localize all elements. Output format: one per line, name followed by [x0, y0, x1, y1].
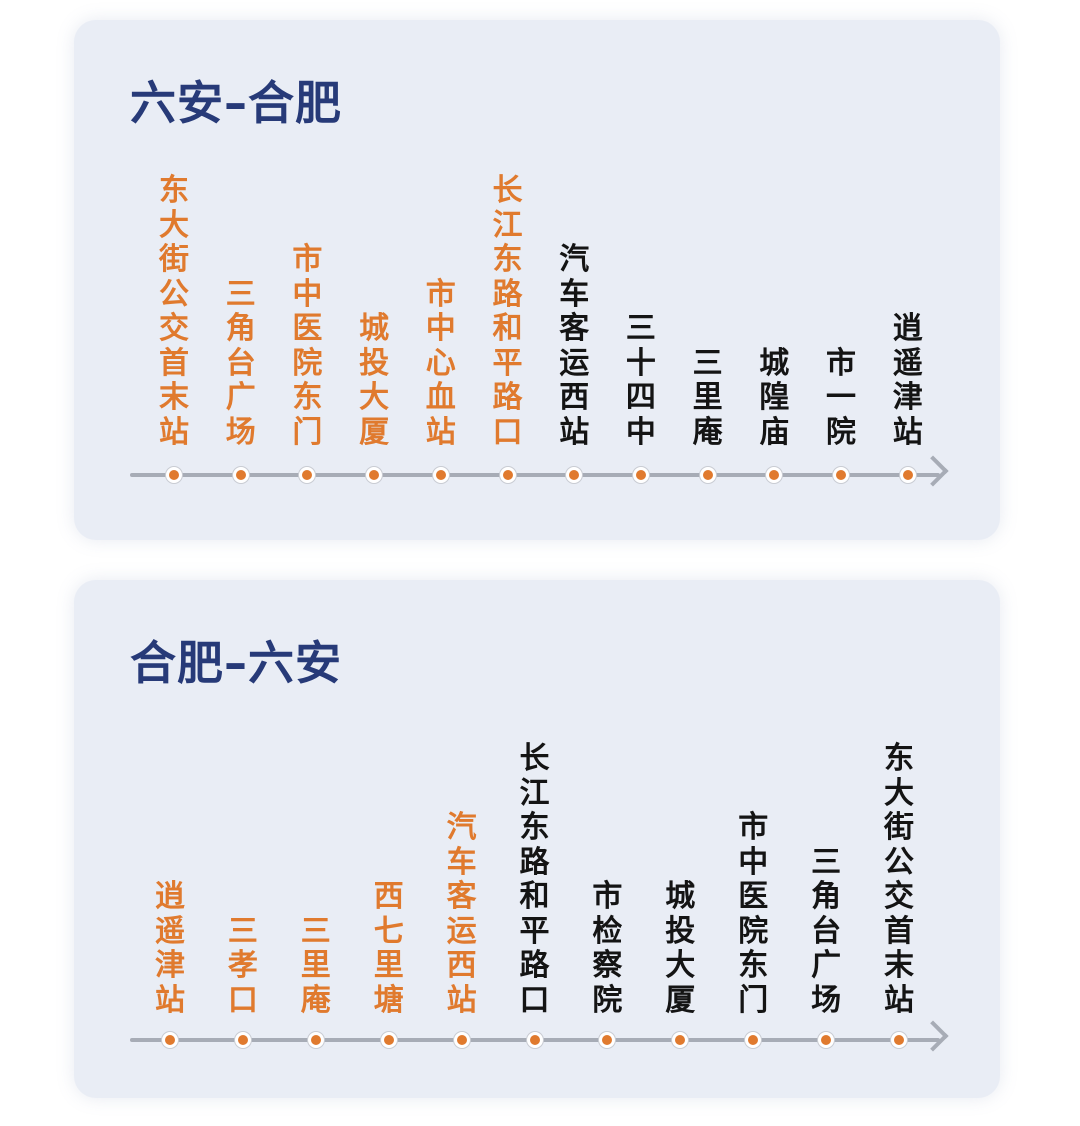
route-card-liuan-hefei: 六安–合肥 东 大 街 公 交 首 末 站 三 角 台 广 场 市 中 医 院 东 … [74, 20, 1000, 540]
stop-dot [745, 1032, 762, 1048]
stop-dot [453, 1032, 470, 1048]
stop-dot [818, 1032, 835, 1048]
stop-dot [432, 467, 449, 483]
stop-name: 逍 遥 津 站 [155, 879, 185, 1018]
stop-dot [766, 467, 783, 483]
stop-name: 三 十 四 中 [625, 311, 656, 450]
direction-arrow-icon [917, 1020, 949, 1052]
stop-dot [499, 467, 516, 483]
stop-dot [232, 467, 249, 483]
stop-name: 长 江 东 路 和 平 路 口 [519, 741, 550, 1018]
route-title: 六安–合肥 [130, 76, 342, 130]
stop-name: 市 一 院 [826, 345, 856, 450]
stop-dot [599, 1032, 616, 1048]
stop-name: 城 隍 庙 [759, 345, 790, 450]
stop-dot [899, 467, 916, 483]
direction-arrow-icon [917, 455, 949, 487]
stop-dot [891, 1032, 907, 1048]
stop-dot [307, 1032, 324, 1048]
stop-name: 汽 车 客 运 西 站 [559, 242, 590, 450]
route-card-hefei-liuan: 合肥–六安 逍 遥 津 站 三 孝 口 三 里 庵 西 七 里 塘 汽 车 客 运 西 … [74, 580, 1000, 1098]
stop-dot [366, 467, 383, 483]
stop-dot [632, 467, 649, 483]
stop-name: 三 角 台 广 场 [811, 844, 842, 1018]
stop-dot [234, 1032, 251, 1048]
stop-name: 三 里 庵 [300, 913, 331, 1018]
stop-name: 西 七 里 塘 [373, 879, 404, 1018]
stop-name: 逍 遥 津 站 [892, 311, 923, 450]
stop-name: 三 里 庵 [692, 345, 723, 450]
stop-name: 汽 车 客 运 西 站 [446, 810, 477, 1018]
stop-dot [166, 467, 182, 483]
stop-name: 三 孝 口 [227, 913, 258, 1018]
stop-name: 东 大 街 公 交 首 末 站 [159, 173, 189, 450]
stop-name: 三 角 台 广 场 [225, 276, 256, 450]
stop-name: 长 江 东 路 和 平 路 口 [492, 173, 523, 450]
stop-dot [699, 467, 716, 483]
stop-name: 市 中 心 血 站 [425, 276, 456, 450]
stop-name: 东 大 街 公 交 首 末 站 [884, 741, 914, 1018]
stop-name: 市 检 察 院 [592, 879, 623, 1018]
stop-dot [672, 1032, 689, 1048]
stop-dot [833, 467, 849, 483]
stop-dot [162, 1032, 178, 1048]
route-title: 合肥–六安 [130, 636, 342, 690]
stop-name: 城 投 大 厦 [359, 311, 390, 450]
stop-dot [526, 1032, 543, 1048]
stop-name: 城 投 大 厦 [665, 879, 696, 1018]
stop-name: 市 中 医 院 东 门 [292, 242, 323, 450]
stop-dot [380, 1032, 397, 1048]
route-line [130, 473, 940, 477]
stop-dot [299, 467, 316, 483]
stop-name: 市 中 医 院 东 门 [738, 810, 769, 1018]
stop-dot [566, 467, 583, 483]
